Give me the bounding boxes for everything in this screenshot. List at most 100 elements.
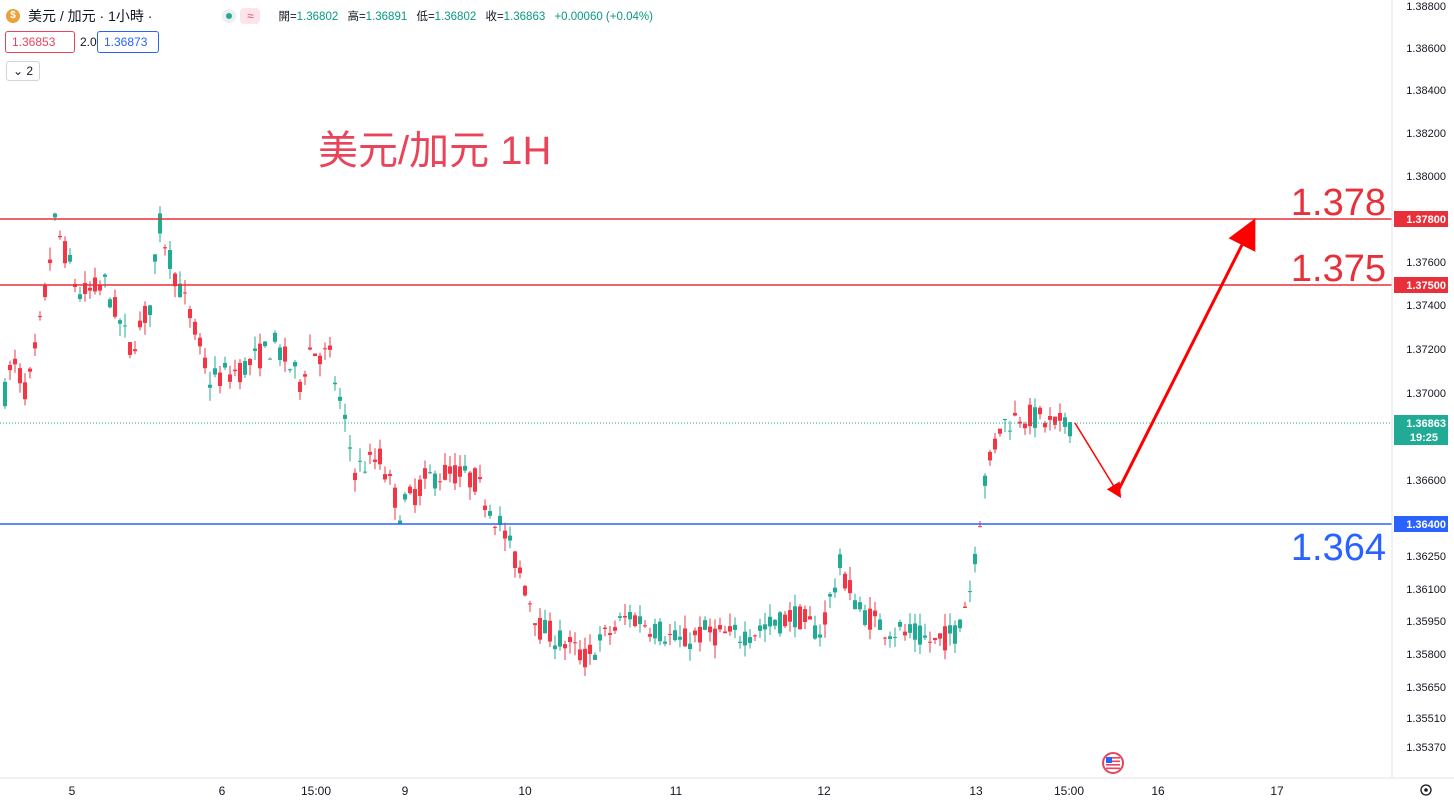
candle — [13, 349, 17, 373]
y-tick-label: 1.37400 — [1406, 300, 1446, 312]
candle — [168, 240, 172, 279]
candle — [358, 448, 362, 472]
candle — [1068, 422, 1072, 443]
x-tick-label: 9 — [402, 784, 409, 798]
candle — [913, 613, 917, 653]
market-status-icon[interactable] — [222, 9, 237, 23]
candle — [683, 615, 687, 647]
y-tick-label: 1.38800 — [1406, 1, 1446, 13]
sell-price-button[interactable]: 1.36853 — [5, 31, 75, 53]
us-flag-icon[interactable] — [1102, 752, 1124, 774]
level-axis-badge — [1394, 277, 1448, 293]
candle — [753, 634, 757, 641]
candle — [908, 613, 912, 639]
candle — [378, 439, 382, 470]
candle — [1048, 407, 1052, 431]
candle — [348, 434, 352, 462]
candle — [123, 313, 127, 338]
candle — [698, 616, 702, 652]
candle — [598, 626, 602, 652]
candle — [323, 342, 327, 360]
time-axis[interactable]: 5 6 15:00 9 10 11 12 13 15:00 16 17 — [0, 752, 1454, 798]
candle — [793, 594, 797, 638]
level-axis-label: 1.37500 — [1406, 280, 1446, 292]
candle — [748, 629, 752, 649]
candle — [478, 464, 482, 483]
candle — [263, 341, 267, 348]
candle — [713, 619, 717, 659]
candle — [1023, 421, 1027, 435]
candle — [718, 617, 722, 633]
current-price-badge — [1394, 415, 1448, 445]
candle — [308, 334, 312, 351]
y-tick-label: 1.38600 — [1406, 43, 1446, 55]
candle — [248, 358, 252, 376]
candle — [233, 359, 237, 376]
candle — [658, 618, 662, 646]
candle — [143, 301, 147, 335]
candle — [1033, 398, 1037, 438]
candle — [108, 297, 112, 309]
candle — [438, 473, 442, 491]
buy-price-button[interactable]: 1.36873 — [97, 31, 159, 53]
candle — [443, 453, 447, 481]
candle — [548, 612, 552, 648]
candle — [948, 613, 952, 646]
candle — [983, 473, 987, 499]
candle — [838, 548, 842, 576]
x-tick-label: 11 — [670, 784, 683, 798]
candle — [98, 280, 102, 296]
dollar-icon: $ — [6, 9, 20, 23]
levels: 1.378 1.37800 1.375 1.37500 1.364 1.36400 1.36… — [0, 182, 1448, 569]
candle — [778, 610, 782, 637]
candle — [998, 428, 1002, 437]
symbol-title[interactable]: 美元 / 加元 · 1小時 · — [28, 8, 153, 24]
candle — [423, 460, 427, 489]
candle — [28, 367, 32, 379]
candle — [608, 625, 612, 645]
candle — [363, 461, 367, 474]
candle — [253, 336, 257, 360]
candle — [733, 617, 737, 639]
candle — [1038, 405, 1042, 420]
candle — [593, 652, 597, 661]
candle — [353, 468, 357, 492]
candle — [293, 359, 297, 379]
candle — [228, 365, 232, 389]
candle — [493, 525, 497, 536]
candle — [728, 613, 732, 636]
candle — [693, 627, 697, 643]
wave-icon[interactable]: ≈ — [240, 8, 261, 24]
candle — [268, 357, 272, 360]
candle — [158, 206, 162, 243]
candle — [138, 311, 142, 331]
candle — [63, 236, 67, 268]
candle — [88, 281, 92, 299]
candle — [403, 491, 407, 503]
candle — [133, 341, 137, 355]
candle — [78, 286, 82, 302]
spread-value: 2.0 — [80, 35, 97, 49]
candle — [318, 352, 322, 377]
candle — [383, 466, 387, 483]
candle — [873, 601, 877, 628]
candle — [858, 596, 862, 612]
candle — [828, 591, 832, 609]
candle — [93, 267, 97, 295]
price-axis[interactable]: 1.38800 1.38600 1.38400 1.38200 1.38000 1.376… — [1391, 0, 1446, 778]
indicator-toggle[interactable]: ⌄ 2 — [6, 61, 41, 81]
candle — [883, 636, 887, 646]
y-tick-label: 1.37000 — [1406, 388, 1446, 400]
gear-icon[interactable] — [1420, 784, 1432, 796]
candle — [208, 371, 212, 401]
candle — [3, 378, 7, 409]
candle — [528, 600, 532, 612]
candle — [603, 624, 607, 637]
candle — [623, 603, 627, 625]
candle — [743, 621, 747, 657]
y-tick-label: 1.35650 — [1406, 682, 1446, 694]
candle — [313, 353, 317, 357]
candle — [783, 611, 787, 629]
candle — [18, 363, 22, 393]
